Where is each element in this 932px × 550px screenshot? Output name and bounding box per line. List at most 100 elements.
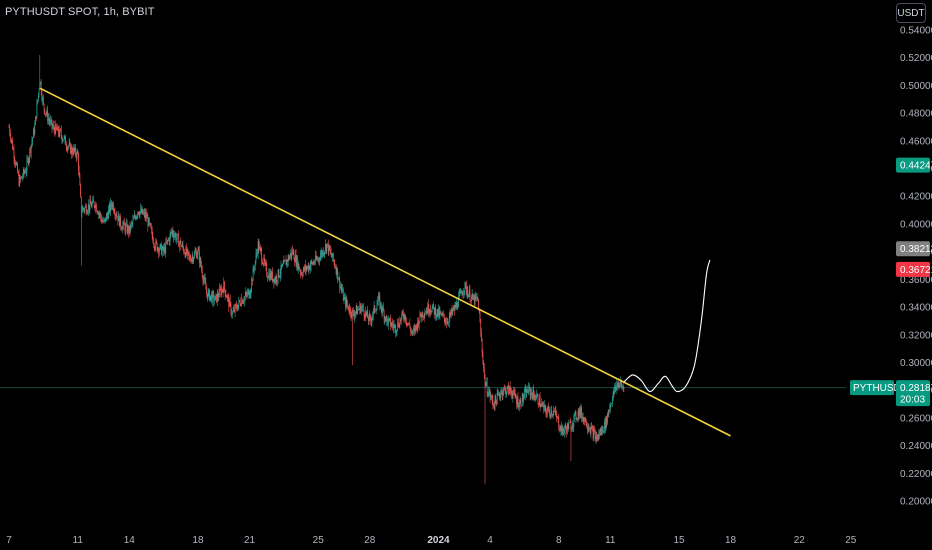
candle-body <box>382 306 384 313</box>
candle-body <box>386 316 388 320</box>
candle-body <box>128 226 129 234</box>
candle-body <box>121 228 123 230</box>
candle-body <box>216 294 217 303</box>
candle-body <box>343 297 345 301</box>
candle-body <box>174 234 176 236</box>
candle-body <box>30 144 32 154</box>
currency-unit-button[interactable]: USDT <box>896 3 926 23</box>
candle-body <box>199 250 200 263</box>
candle-body <box>367 318 369 322</box>
candle-body <box>601 429 603 432</box>
candle-body <box>247 292 249 296</box>
candle-body <box>465 282 467 286</box>
candle-body <box>361 307 363 308</box>
candle-body <box>441 313 443 316</box>
candle-body <box>369 314 371 317</box>
candle-body <box>584 417 585 422</box>
candle-body <box>93 199 94 202</box>
candle-body <box>39 83 41 90</box>
candle-body <box>218 297 220 298</box>
x-tick-label: 8 <box>556 535 562 546</box>
candle-body <box>433 303 434 308</box>
candle-body <box>90 200 91 205</box>
candle-body <box>467 291 469 298</box>
candle-body <box>398 322 399 327</box>
candle-body <box>575 412 577 420</box>
candle-body <box>262 261 263 264</box>
candle-body <box>365 311 367 315</box>
candle-body <box>65 136 66 146</box>
candle-body <box>501 390 502 394</box>
candle-body <box>168 238 169 241</box>
candle-body <box>517 397 519 408</box>
candle-body <box>377 301 379 305</box>
candle-body <box>200 258 202 266</box>
candle-body <box>422 311 424 317</box>
candle-body <box>158 248 159 254</box>
candle-body <box>347 304 348 306</box>
candle-body <box>315 255 316 263</box>
candle-body <box>370 316 371 320</box>
candle-body <box>374 305 376 312</box>
candle-body <box>597 434 598 441</box>
candle-body <box>40 81 42 94</box>
candle-body <box>297 263 299 270</box>
candle-body <box>437 309 439 316</box>
candle-body <box>331 255 333 258</box>
candle-body <box>232 311 234 313</box>
candle-body <box>156 240 157 243</box>
candle-body <box>508 385 510 395</box>
candle-body <box>556 414 557 419</box>
candle-body <box>333 259 335 263</box>
candle-body <box>561 426 562 434</box>
candle-body <box>249 290 250 298</box>
candle-body <box>537 394 539 404</box>
candle-body <box>130 224 132 232</box>
candle-body <box>559 429 561 431</box>
candle-body <box>194 252 195 258</box>
candle-body <box>103 220 104 223</box>
candle-body <box>480 321 482 333</box>
candle-body <box>160 244 162 245</box>
candle-body <box>108 204 110 210</box>
candle-body <box>562 426 564 431</box>
candle-body <box>219 288 220 298</box>
candle-body <box>344 297 346 298</box>
candle-body <box>266 265 268 276</box>
candle-body <box>345 299 347 307</box>
candle-body <box>336 268 338 274</box>
candle-body <box>10 133 11 140</box>
candle-body <box>488 392 489 396</box>
candle-body <box>420 316 422 318</box>
candle-body <box>59 128 61 136</box>
candle-body <box>322 250 324 256</box>
candle-body <box>184 252 185 254</box>
candle-body <box>596 436 598 441</box>
candle-body <box>36 103 38 119</box>
candle-body <box>339 276 341 288</box>
trendline[interactable] <box>39 87 731 437</box>
candle-body <box>106 214 108 216</box>
candle-body <box>226 296 227 298</box>
candle-body <box>113 211 115 213</box>
candle-body <box>106 214 107 222</box>
candle-body <box>48 118 50 121</box>
candle-body <box>277 280 278 282</box>
candle-body <box>116 216 118 218</box>
candle-body <box>487 394 489 396</box>
candle-body <box>423 316 424 318</box>
x-axis: 7 11 14 18 21 25 28 2024 4 8 11 15 18 22 25 <box>6 535 857 546</box>
projection-curve[interactable] <box>623 259 711 393</box>
candle-body <box>429 309 431 313</box>
candle-body <box>515 396 517 399</box>
candle-body <box>486 381 488 395</box>
candle-body <box>414 328 416 332</box>
candle-body <box>275 276 277 283</box>
candle-body <box>164 246 166 253</box>
candle-body <box>108 209 109 219</box>
candle-body <box>214 296 216 301</box>
candle-body <box>271 271 273 279</box>
candle-body <box>378 295 379 302</box>
